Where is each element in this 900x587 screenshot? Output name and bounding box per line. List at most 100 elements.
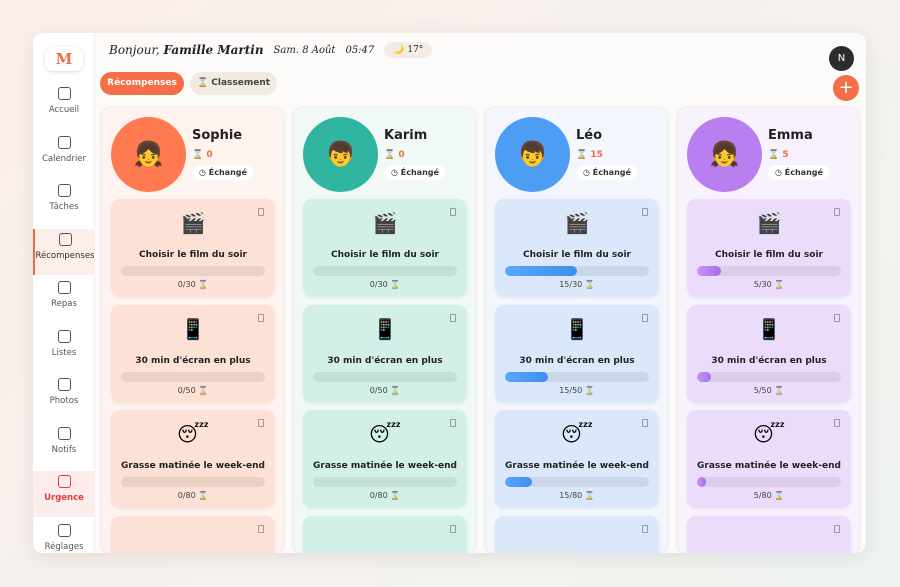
status-label: Échangé	[400, 168, 439, 177]
weather: 🌙 17°	[384, 42, 433, 58]
tab-label: Classement	[211, 78, 271, 88]
child-points: ⌛ 0	[384, 150, 405, 160]
tab[interactable]: ⌛ Classement	[190, 72, 277, 95]
nav-label: Urgence	[44, 493, 84, 503]
delete-button[interactable]	[450, 208, 456, 216]
status-label: Échangé	[208, 168, 247, 177]
reward-card[interactable]: 😴 Grasse matinée le week-end 0/80 ⌛	[303, 410, 467, 508]
reward-card[interactable]	[495, 516, 659, 553]
child-name: Léo	[576, 128, 603, 143]
delete-button[interactable]	[834, 313, 840, 322]
progress-fill	[697, 477, 706, 487]
reward-icon: 😴	[752, 422, 786, 446]
reward-icon: 🎬	[372, 211, 398, 235]
progress-label: 0/30 ⌛	[369, 280, 401, 289]
nav-icon	[57, 87, 71, 100]
nav-item[interactable]: Réglages	[33, 520, 95, 554]
nav-icon	[57, 523, 71, 537]
reward-card[interactable]: 📱 30 min d'écran en plus 5/50 ⌛	[687, 304, 851, 403]
nav-item[interactable]: Accueil	[33, 83, 95, 129]
reward-card[interactable]: 🎬 Choisir le film du soir 5/30 ⌛	[687, 199, 851, 297]
reward-title: Grasse matinée le week-end	[313, 461, 457, 471]
nav-item[interactable]: Urgence	[33, 471, 95, 517]
reward-icon: 😴	[560, 422, 594, 446]
child-avatar: 👦	[303, 117, 378, 192]
delete-button[interactable]	[258, 525, 264, 533]
progress-text: 15/30	[559, 280, 583, 289]
delete-button[interactable]	[258, 208, 264, 216]
reward-card[interactable]: 📱 30 min d'écran en plus 15/50 ⌛	[495, 304, 659, 403]
progress-track	[121, 371, 265, 382]
delete-button[interactable]	[834, 208, 840, 216]
child-name: Karim	[384, 128, 428, 143]
date: Sam. 8 Août	[273, 44, 336, 56]
child-points: ⌛ 15	[576, 150, 603, 160]
add-button[interactable]: +	[833, 75, 859, 101]
nav-item[interactable]: Photos	[33, 374, 95, 420]
reward-card[interactable]: 🎬 Choisir le film du soir 0/30 ⌛	[111, 199, 275, 297]
reward-icon: 📱	[564, 316, 590, 341]
reward-title: Grasse matinée le week-end	[121, 461, 265, 471]
reward-title: 30 min d'écran en plus	[327, 355, 443, 366]
child-avatar: 👧	[687, 117, 762, 192]
delete-button[interactable]	[834, 419, 840, 427]
progress-text: 15/80	[559, 491, 583, 500]
reward-card[interactable]: 😴 Grasse matinée le week-end 0/80 ⌛	[111, 410, 275, 508]
progress-label: 5/30 ⌛	[753, 280, 785, 289]
delete-button[interactable]	[450, 525, 456, 533]
reward-icon: 📱	[372, 316, 398, 341]
reward-card[interactable]: 🎬 Choisir le film du soir 0/30 ⌛	[303, 199, 467, 297]
exchanged-filter[interactable]: ◷ Échangé	[576, 165, 638, 180]
delete-button[interactable]	[642, 313, 648, 322]
delete-button[interactable]	[834, 525, 840, 533]
reward-icon: 📱	[756, 316, 782, 341]
points-value: 0	[398, 150, 405, 160]
delete-button[interactable]	[258, 313, 264, 322]
reward-card[interactable]	[687, 516, 851, 553]
child-avatar: 👦	[495, 117, 570, 192]
progress-text: 0/30	[369, 280, 388, 289]
tab[interactable]: Récompenses	[100, 72, 184, 95]
progress-label: 5/80 ⌛	[753, 491, 785, 500]
nav-item[interactable]: Calendrier	[33, 132, 95, 178]
reward-icon: 🎬	[756, 211, 782, 235]
progress-text: 0/80	[177, 491, 196, 500]
nav-item[interactable]: Tâches	[33, 180, 95, 226]
nav-item[interactable]: Récompenses	[33, 228, 95, 275]
progress-text: 5/50	[753, 385, 772, 395]
exchanged-filter[interactable]: ◷ Échangé	[768, 165, 830, 180]
delete-button[interactable]	[258, 419, 264, 427]
nav-item[interactable]: Notifs	[33, 423, 95, 469]
reward-title: Choisir le film du soir	[139, 250, 247, 260]
app-window: M Accueil Calendrier Tâches Récompenses Repa…	[33, 33, 866, 553]
delete-button[interactable]	[642, 208, 648, 216]
reward-title: Choisir le film du soir	[715, 250, 823, 260]
reward-card[interactable]: 😴 Grasse matinée le week-end 5/80 ⌛	[687, 410, 851, 508]
delete-button[interactable]	[642, 525, 648, 533]
child-column: 👧 Emma ⌛ 5 ◷ Échangé 🎬 Choisir le film du soi…	[676, 106, 861, 553]
nav-icon	[57, 426, 71, 440]
points-value: 15	[590, 150, 603, 160]
nav-label: Repas	[51, 299, 77, 309]
reward-card[interactable]	[303, 516, 467, 553]
delete-button[interactable]	[450, 313, 456, 322]
logo[interactable]: M	[45, 47, 83, 71]
progress-fill	[697, 266, 721, 276]
reward-card[interactable]: 📱 30 min d'écran en plus 0/50 ⌛	[111, 304, 275, 403]
reward-card[interactable]	[111, 516, 275, 553]
nav-item[interactable]: Listes	[33, 326, 95, 372]
exchanged-filter[interactable]: ◷ Échangé	[192, 165, 254, 180]
reward-title: 30 min d'écran en plus	[135, 355, 251, 366]
nav-icon	[57, 184, 71, 197]
delete-button[interactable]	[450, 419, 456, 427]
child-points: ⌛ 0	[192, 150, 213, 160]
user-avatar[interactable]: N	[829, 46, 854, 71]
reward-card[interactable]: 📱 30 min d'écran en plus 0/50 ⌛	[303, 304, 467, 403]
reward-card[interactable]: 😴 Grasse matinée le week-end 15/80 ⌛	[495, 410, 659, 508]
nav-item[interactable]: Repas	[33, 277, 95, 323]
delete-button[interactable]	[642, 419, 648, 427]
exchanged-filter[interactable]: ◷ Échangé	[384, 165, 446, 180]
progress-fill	[505, 266, 577, 276]
reward-card[interactable]: 🎬 Choisir le film du soir 15/30 ⌛	[495, 199, 659, 297]
greeting-text: Bonjour,	[109, 43, 160, 57]
